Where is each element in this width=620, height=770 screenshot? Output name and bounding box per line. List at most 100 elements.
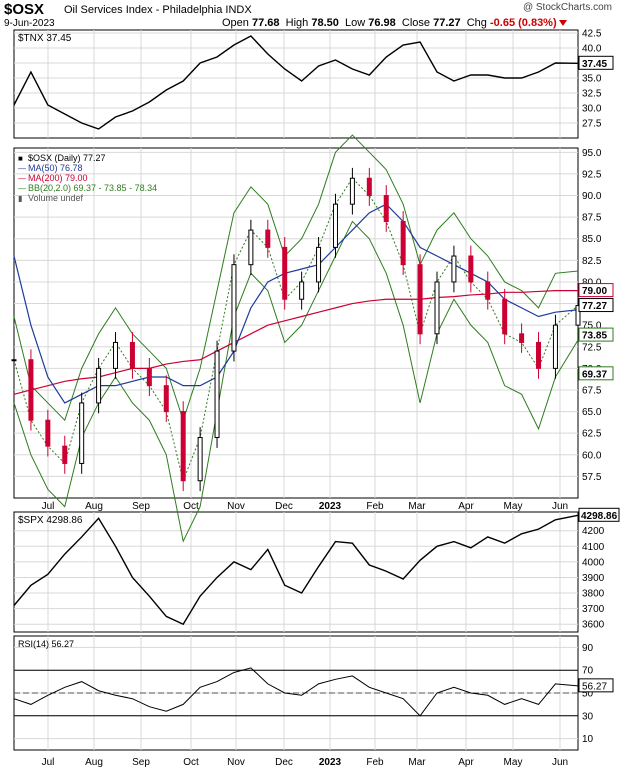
candle-body — [316, 246, 322, 283]
ma200-legend: MA(200) 79.00 — [28, 173, 88, 183]
ma200-callout: 79.00 — [582, 286, 607, 297]
y-tick-label: 3900 — [582, 573, 605, 584]
x-tick-label: Jun — [552, 501, 568, 512]
bb-middle-line — [13, 177, 579, 483]
candle-body — [11, 359, 17, 362]
candle-body — [400, 220, 406, 266]
candle-body — [28, 359, 34, 421]
y-tick-label: 95.0 — [582, 148, 602, 159]
down-arrow-icon — [558, 20, 567, 27]
bb-low-callout: 69.37 — [582, 369, 607, 380]
x-tick-label: Jul — [42, 757, 55, 768]
y-tick-label: 50 — [582, 689, 594, 700]
spx-callout: 4298.86 — [581, 511, 618, 522]
candle-body — [265, 229, 271, 248]
x-tick-label: Mar — [408, 757, 426, 768]
high-label: High — [285, 17, 309, 29]
low-label: Low — [344, 17, 366, 29]
candle-body — [45, 419, 51, 447]
x-tick-label: Feb — [366, 757, 384, 768]
y-tick-label: 27.5 — [582, 119, 602, 130]
y-tick-label: 4100 — [582, 542, 605, 553]
volume-legend: Volume undef — [28, 193, 84, 203]
y-tick-label: 65.0 — [582, 407, 602, 418]
chart-header: $OSX Oil Services Index - Philadelphia I… — [0, 0, 620, 30]
x-tick-label: Oct — [183, 501, 199, 512]
x-tick-label: Aug — [85, 501, 103, 512]
candle-body — [383, 195, 389, 222]
y-tick-label: 57.5 — [582, 472, 602, 483]
y-tick-label: 30 — [582, 711, 594, 722]
ma200-line — [13, 289, 578, 395]
panel-frame — [13, 511, 579, 633]
legend-swatch-icon: ■ — [18, 154, 23, 163]
candle-body — [96, 367, 102, 404]
candle-body — [129, 341, 135, 369]
open-label: Open — [222, 17, 249, 29]
close-label: Close — [401, 17, 431, 29]
rsi-legend: RSI(14) 56.27 — [18, 639, 74, 649]
x-tick-label: May — [504, 757, 523, 768]
legend-swatch-icon: — — [18, 164, 26, 173]
panel-frame — [13, 29, 579, 139]
ma50-line — [13, 203, 579, 404]
rsi-callout-box — [578, 678, 614, 693]
x-tick-label: Jul — [42, 501, 55, 512]
legend-swatch-icon: — — [18, 184, 26, 193]
osx-legend: $OSX (Daily) 77.27 — [28, 153, 106, 163]
candle-body — [519, 333, 525, 343]
candle-body — [231, 264, 237, 352]
x-tick-label: Dec — [275, 757, 293, 768]
y-tick-label: 90 — [582, 643, 594, 654]
candle-body — [536, 341, 542, 369]
y-tick-label: 40.0 — [582, 44, 602, 55]
y-tick-label: 35.0 — [582, 74, 602, 85]
bb-mid-callout-box — [578, 327, 614, 342]
y-tick-label: 90.0 — [582, 191, 602, 202]
y-tick-label: 10 — [582, 734, 594, 745]
candle-body — [332, 203, 338, 248]
x-tick-label: Nov — [227, 757, 245, 768]
candle-body — [146, 367, 152, 387]
candle-body — [163, 385, 169, 413]
y-tick-label: 32.5 — [582, 89, 602, 100]
y-tick-label: 85.0 — [582, 234, 602, 245]
candle-body — [62, 445, 68, 464]
close-value: 77.27 — [433, 17, 461, 29]
index-name: Oil Services Index - Philadelphia INDX — [64, 4, 252, 16]
tnx-line — [13, 35, 579, 130]
bb-upper-line — [13, 134, 579, 422]
bb-mid-callout: 73.85 — [582, 331, 607, 342]
bb-legend: BB(20,2.0) 69.37 - 73.85 - 78.34 — [28, 183, 157, 193]
y-tick-label: 30.0 — [582, 104, 602, 115]
x-tick-label: Apr — [458, 501, 474, 512]
y-tick-label: 72.5 — [582, 342, 602, 353]
y-tick-label: 82.5 — [582, 256, 602, 267]
x-tick-label: Jun — [552, 757, 568, 768]
x-tick-label: 2023 — [319, 757, 342, 768]
chg-value: -0.65 (0.83%) — [489, 17, 557, 29]
ma200-callout-box — [578, 283, 614, 298]
y-tick-label: 87.5 — [582, 213, 602, 224]
candle-body — [575, 305, 581, 326]
candle-body — [248, 229, 254, 266]
spx-line — [13, 514, 579, 626]
y-tick-label: 4000 — [582, 557, 605, 568]
y-tick-label: 70 — [582, 666, 594, 677]
x-tick-label: May — [504, 501, 523, 512]
high-value: 78.50 — [311, 17, 339, 29]
x-tick-label: Nov — [227, 501, 245, 512]
x-tick-label: Feb — [366, 501, 384, 512]
candle-body — [197, 437, 203, 482]
spx-legend: $SPX 4298.86 — [18, 515, 83, 526]
legend-swatch-icon: — — [18, 174, 26, 183]
y-tick-label: 67.5 — [582, 385, 602, 396]
candle-body — [79, 402, 85, 464]
legend-swatch-icon: ▮ — [18, 194, 22, 203]
x-tick-label: Dec — [275, 501, 293, 512]
bb-low-callout-box — [578, 366, 614, 381]
candle-body — [451, 255, 457, 283]
x-tick-label: Oct — [183, 757, 199, 768]
y-tick-label: 92.5 — [582, 169, 602, 180]
